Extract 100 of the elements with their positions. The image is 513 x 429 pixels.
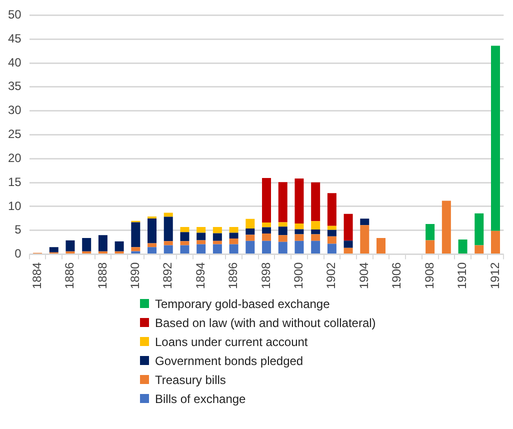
- x-tick-label: 1908: [422, 262, 436, 290]
- x-tick-label: 1892: [160, 262, 175, 290]
- bar: [442, 200, 451, 254]
- y-tick-label: 50: [8, 8, 22, 22]
- bar: [327, 230, 336, 236]
- bar: [180, 245, 190, 254]
- y-tick-label: 15: [8, 174, 22, 189]
- bar: [180, 232, 190, 242]
- legend-label: Temporary gold-based exchange: [155, 296, 330, 310]
- bar: [49, 247, 58, 252]
- x-tick-label: 1896: [226, 262, 240, 290]
- bar: [278, 242, 288, 254]
- legend-label: Treasury bills: [155, 372, 226, 386]
- bar: [212, 244, 222, 254]
- bar: [278, 182, 288, 222]
- x-tick-label: 1898: [258, 262, 273, 290]
- bar: [114, 241, 124, 252]
- bar: [458, 239, 468, 254]
- bar: [98, 251, 108, 254]
- bar: [278, 226, 288, 236]
- bar: [246, 240, 255, 254]
- x-tick-label: 1894: [193, 262, 208, 290]
- bar: [344, 214, 353, 241]
- y-tick-label: 25: [8, 127, 22, 142]
- bar: [311, 240, 320, 254]
- bar: [180, 227, 190, 232]
- bar: [294, 229, 304, 234]
- bar: [82, 238, 92, 252]
- bar: [229, 232, 238, 239]
- bar: [98, 235, 108, 252]
- bar: [212, 227, 222, 234]
- bar: [311, 234, 320, 241]
- bar: [327, 226, 336, 230]
- bar: [262, 178, 272, 223]
- bar: [114, 251, 124, 254]
- x-tick-label: 1884: [30, 262, 44, 290]
- x-tick-label: 1902: [324, 262, 338, 290]
- bar: [344, 248, 353, 254]
- y-tick-label: 20: [8, 150, 22, 165]
- bar: [82, 251, 92, 254]
- x-tick-label: 1888: [95, 262, 110, 290]
- y-tick-label: 0: [14, 246, 22, 261]
- bar: [196, 227, 206, 233]
- legend-label: Loans under current account: [155, 334, 308, 348]
- bar: [262, 240, 272, 254]
- bar: [474, 213, 484, 246]
- bar: [294, 178, 304, 224]
- bar: [164, 241, 173, 246]
- bar: [66, 240, 75, 252]
- x-tick-label: 1886: [62, 262, 77, 290]
- bar: [148, 247, 157, 254]
- bar: [491, 46, 500, 231]
- bar: [66, 251, 75, 254]
- bar: [278, 222, 288, 227]
- bar: [360, 225, 370, 254]
- bar: [131, 247, 140, 252]
- bar: [229, 227, 238, 233]
- bar: [148, 243, 157, 248]
- bar: [246, 234, 255, 241]
- bar: [311, 229, 320, 234]
- x-tick-label: 1912: [488, 262, 502, 290]
- bar: [344, 240, 353, 248]
- x-tick-label: 1904: [356, 262, 371, 290]
- legend-label: Bills of exchange: [155, 392, 246, 406]
- y-tick-label: 35: [8, 79, 22, 94]
- bar: [426, 224, 435, 240]
- y-tick-label: 45: [8, 31, 22, 46]
- x-tick-label: 1906: [390, 262, 404, 290]
- bar: [212, 233, 222, 241]
- bar: [294, 223, 304, 230]
- bar: [327, 236, 336, 244]
- bar: [426, 240, 435, 254]
- bar: [246, 228, 255, 235]
- bar: [229, 238, 238, 244]
- bar: [491, 230, 500, 254]
- bar: [262, 227, 272, 234]
- bar: [229, 244, 238, 254]
- x-tick-label: 1890: [128, 262, 142, 290]
- bar: [278, 235, 288, 242]
- bar: [131, 251, 140, 254]
- bar: [196, 232, 206, 240]
- bar: [311, 221, 320, 230]
- bar: [474, 245, 484, 254]
- bar: [311, 182, 320, 222]
- bar: [164, 245, 173, 254]
- bar: [360, 218, 370, 226]
- bar: [327, 244, 336, 254]
- y-tick-label: 40: [8, 55, 22, 70]
- bar: [294, 234, 304, 241]
- x-tick-label: 1900: [292, 262, 306, 290]
- legend-label: Government bonds pledged: [155, 354, 304, 368]
- bar: [180, 241, 190, 246]
- bar: [212, 240, 222, 244]
- bar: [327, 193, 336, 226]
- y-tick-label: 30: [8, 103, 22, 118]
- x-tick-label: 1910: [455, 262, 470, 290]
- bar: [148, 218, 157, 244]
- bar: [376, 238, 386, 254]
- bar: [294, 240, 304, 254]
- bar: [262, 222, 272, 228]
